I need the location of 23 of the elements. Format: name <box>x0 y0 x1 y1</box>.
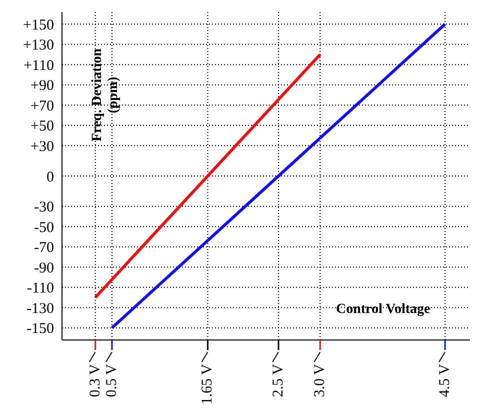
y-tick-label: +70 <box>30 98 54 114</box>
y-tick-label: -90 <box>34 260 54 276</box>
y-tick-label: +110 <box>24 58 54 74</box>
y-tick-label: -30 <box>34 200 54 216</box>
y-axis-title: Freq. Deviation (ppm) <box>90 47 122 144</box>
x-tick-label: 3.0 V <box>312 364 328 398</box>
y-tick-label: -70 <box>34 240 54 256</box>
x-tick-label: 4.5 V <box>437 364 454 398</box>
y-tick-label: +130 <box>23 38 54 54</box>
y-tick-label: +150 <box>23 17 54 34</box>
x-tick-label: 0.3 V <box>87 364 104 398</box>
y-tick-label: -50 <box>34 220 54 236</box>
y-tick-label: -130 <box>26 300 54 317</box>
y-tick-label: -110 <box>27 280 54 297</box>
x-tick-label: 0.5 V <box>104 364 120 398</box>
y-tick-label: 0 <box>46 169 54 186</box>
x-axis-title: Control Voltage <box>335 302 432 318</box>
y-tick-label: +90 <box>30 78 54 94</box>
y-tick-label: -150 <box>26 321 54 338</box>
x-tick-label: 2.5 V <box>270 364 286 398</box>
y-tick-label: +30 <box>30 138 54 155</box>
y-tick-label: +50 <box>30 118 54 135</box>
x-tick-label: 1.65 V <box>200 364 216 405</box>
